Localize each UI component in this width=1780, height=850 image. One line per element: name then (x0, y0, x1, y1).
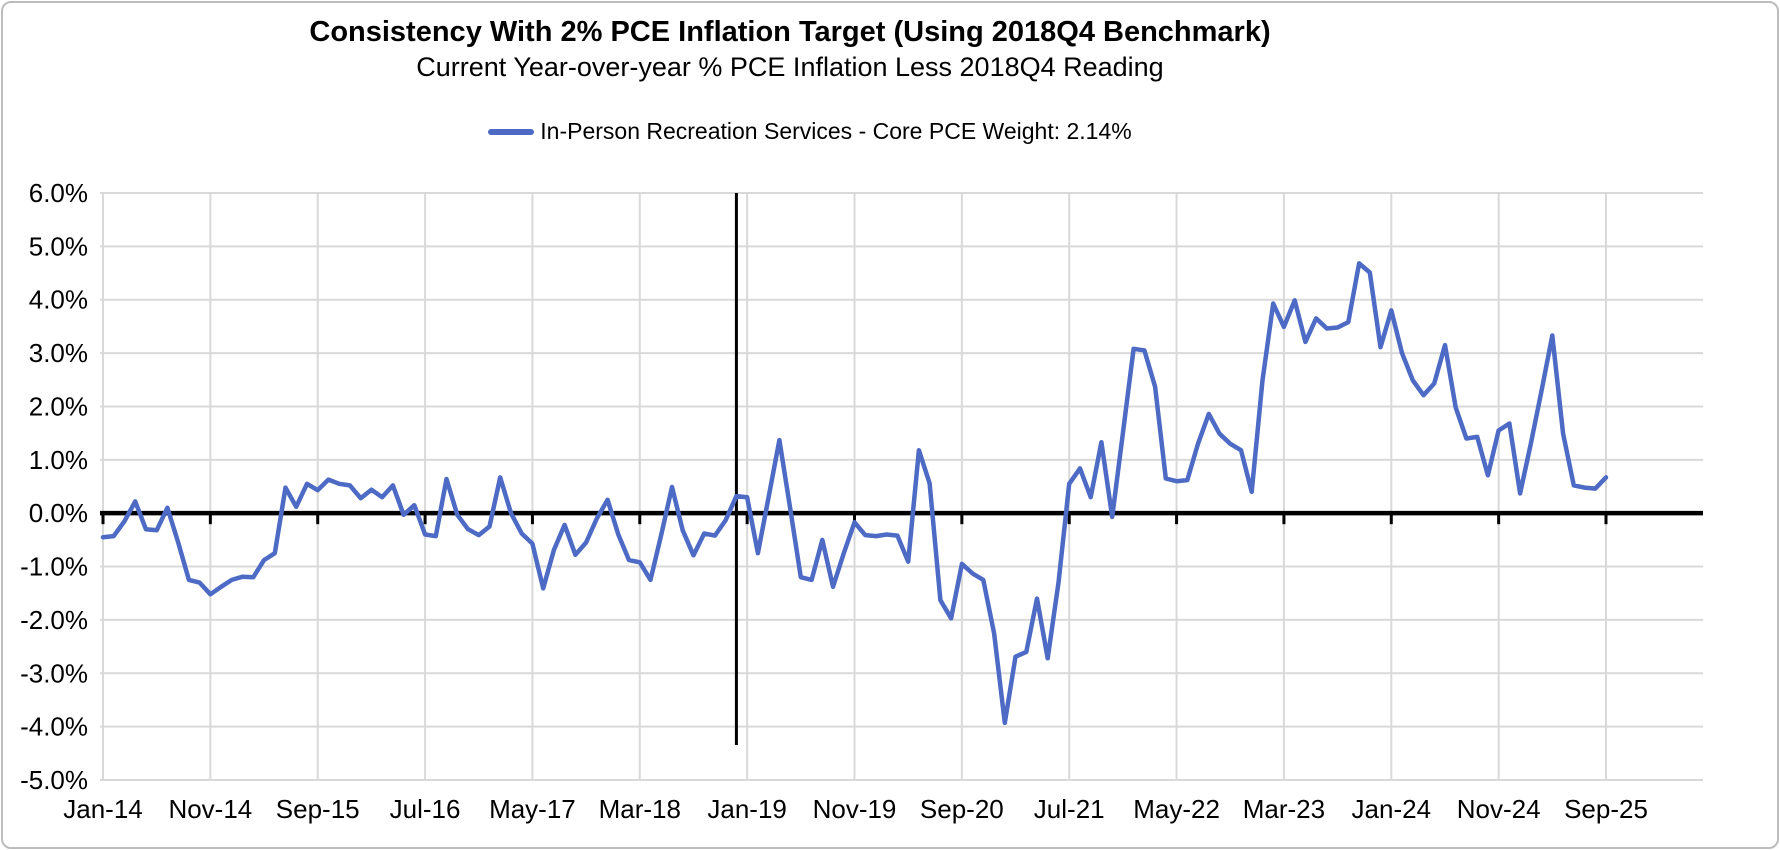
x-tick-label: Jul-21 (1034, 794, 1105, 824)
y-tick-label: -1.0% (20, 552, 88, 582)
data-line-series (100, 261, 1609, 726)
y-tick-label: -3.0% (20, 658, 88, 688)
x-tick-label: Jul-16 (390, 794, 461, 824)
legend: In-Person Recreation Services - Core PCE… (0, 118, 1620, 145)
axes (100, 193, 1703, 745)
y-tick-label: 4.0% (29, 285, 88, 315)
y-tick-label: 6.0% (29, 178, 88, 208)
x-tick-label: Mar-18 (599, 794, 681, 824)
x-tick-label: Mar-23 (1243, 794, 1325, 824)
x-tick-label: Nov-24 (1457, 794, 1541, 824)
y-tick-label: -4.0% (20, 712, 88, 742)
y-tick-label: -5.0% (20, 765, 88, 795)
x-tick-label: Sep-15 (276, 794, 360, 824)
y-tick-label: 3.0% (29, 338, 88, 368)
x-tick-label: Jan-24 (1352, 794, 1432, 824)
gridlines (100, 192, 1703, 781)
x-tick-label: Sep-25 (1564, 794, 1648, 824)
x-tick-label: Nov-14 (168, 794, 252, 824)
chart-title: Consistency With 2% PCE Inflation Target… (309, 16, 1271, 48)
x-tick-label: Jan-14 (63, 794, 143, 824)
x-tick-label: May-22 (1133, 794, 1220, 824)
y-tick-label: 2.0% (29, 391, 88, 421)
legend-label: In-Person Recreation Services - Core PCE… (540, 118, 1132, 144)
x-tick-label: Sep-20 (920, 794, 1004, 824)
y-tick-label: 1.0% (29, 445, 88, 475)
x-tick-label: Nov-19 (813, 794, 897, 824)
x-tick-label: May-17 (489, 794, 576, 824)
legend-line-icon (488, 128, 535, 135)
x-tick-label: Jan-19 (707, 794, 787, 824)
y-tick-label: 5.0% (29, 231, 88, 261)
y-tick-label: -2.0% (20, 605, 88, 635)
y-tick-label: 0.0% (29, 498, 88, 528)
axis-labels: 6.0% 5.0% 4.0% 3.0% 2.0% 1.0% 0.0% -1.0% -2.0% -3… (20, 178, 1648, 824)
chart-subtitle: Current Year-over-year % PCE Inflation L… (416, 52, 1164, 83)
chart-header: Consistency With 2% PCE Inflation Target… (0, 14, 1580, 85)
